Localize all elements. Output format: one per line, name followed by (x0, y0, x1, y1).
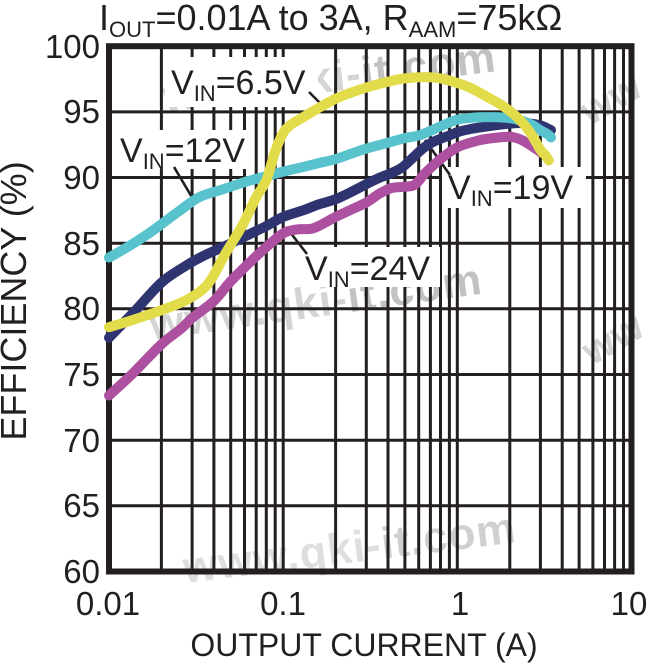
svg-text:90: 90 (63, 159, 100, 196)
svg-text:1: 1 (451, 585, 469, 622)
svg-text:75: 75 (63, 356, 100, 393)
svg-text:VIN=6.5V: VIN=6.5V (171, 64, 306, 106)
svg-text:EFFICIENCY (%): EFFICIENCY (%) (0, 161, 34, 440)
svg-text:VIN=24V: VIN=24V (305, 250, 430, 292)
svg-text:IOUT=0.01A to 3A, RAAM=75kΩ: IOUT=0.01A to 3A, RAAM=75kΩ (99, 0, 562, 42)
svg-text:65: 65 (63, 487, 100, 524)
svg-text:VIN=12V: VIN=12V (120, 132, 245, 174)
svg-text:OUTPUT CURRENT (A): OUTPUT CURRENT (A) (190, 627, 537, 663)
svg-text:0.1: 0.1 (260, 585, 306, 622)
svg-text:0.01: 0.01 (76, 585, 140, 622)
svg-text:VIN=19V: VIN=19V (448, 169, 573, 211)
svg-text:95: 95 (63, 93, 100, 130)
svg-text:70: 70 (63, 422, 100, 459)
svg-text:60: 60 (63, 553, 100, 590)
svg-text:80: 80 (63, 290, 100, 327)
svg-text:100: 100 (45, 28, 100, 65)
svg-text:85: 85 (63, 225, 100, 262)
svg-text:10: 10 (611, 585, 648, 622)
